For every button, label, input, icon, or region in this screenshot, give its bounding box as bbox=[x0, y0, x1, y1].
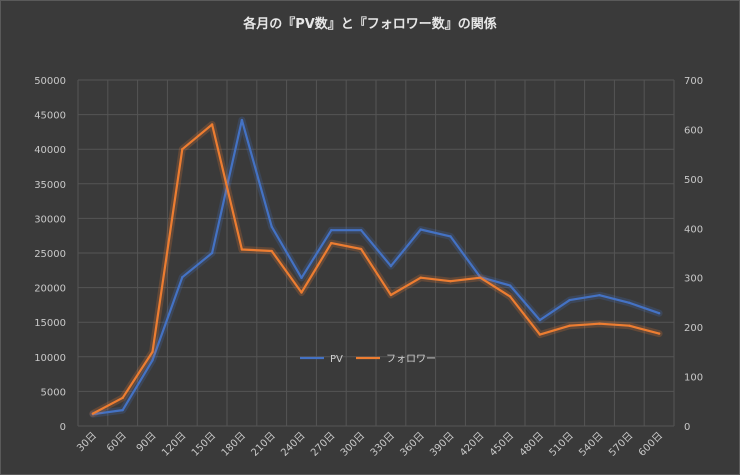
right-tick-label: 500 bbox=[684, 175, 703, 186]
data-point bbox=[657, 332, 661, 335]
left-tick-label: 10000 bbox=[34, 353, 66, 364]
left-tick-label: 20000 bbox=[34, 284, 66, 295]
data-point bbox=[598, 294, 601, 297]
data-point bbox=[657, 312, 661, 315]
right-tick-label: 600 bbox=[684, 125, 703, 136]
data-point bbox=[449, 235, 452, 238]
legend: PV フォロワー bbox=[300, 354, 436, 365]
data-point bbox=[598, 322, 601, 325]
data-point bbox=[300, 291, 303, 294]
data-point bbox=[389, 293, 393, 297]
series-group bbox=[89, 116, 663, 418]
right-tick-label: 0 bbox=[684, 422, 690, 433]
data-point bbox=[181, 276, 184, 279]
data-point bbox=[628, 324, 631, 327]
data-point bbox=[538, 318, 542, 322]
data-point bbox=[628, 301, 631, 305]
data-point bbox=[508, 295, 512, 298]
data-point bbox=[210, 251, 214, 255]
data-point bbox=[449, 279, 452, 283]
right-tick-label: 200 bbox=[684, 323, 703, 334]
data-point bbox=[270, 249, 273, 253]
data-point bbox=[240, 248, 244, 251]
data-point bbox=[568, 298, 571, 302]
left-tick-label: 15000 bbox=[34, 318, 66, 329]
left-tick-label: 30000 bbox=[34, 214, 66, 225]
left-tick-label: 50000 bbox=[34, 76, 66, 87]
right-axis: 0 100 200 300 400 500 600 700 bbox=[684, 76, 703, 433]
data-point bbox=[359, 247, 363, 251]
data-point bbox=[210, 123, 214, 126]
data-point bbox=[240, 118, 244, 122]
left-tick-label: 45000 bbox=[34, 111, 66, 122]
right-tick-label: 700 bbox=[684, 76, 703, 87]
data-point bbox=[330, 228, 333, 232]
data-point bbox=[330, 241, 333, 245]
data-point bbox=[270, 225, 273, 228]
series-line-1 bbox=[91, 118, 661, 416]
series-line-2 bbox=[91, 123, 661, 415]
data-point bbox=[151, 350, 154, 354]
legend-label: フォロワー bbox=[386, 354, 436, 365]
data-point bbox=[538, 333, 542, 336]
data-point bbox=[121, 396, 124, 400]
left-tick-label: 40000 bbox=[34, 145, 66, 156]
legend-label: PV bbox=[330, 354, 343, 365]
data-point bbox=[300, 276, 303, 280]
data-point bbox=[91, 412, 95, 415]
left-tick-label: 25000 bbox=[34, 249, 66, 260]
data-point bbox=[479, 276, 482, 279]
right-tick-label: 400 bbox=[684, 224, 703, 235]
data-point bbox=[181, 148, 184, 151]
data-point bbox=[389, 264, 393, 268]
left-axis: 0 5000 10000 15000 20000 25000 30000 35000 40000… bbox=[34, 76, 66, 433]
data-point bbox=[151, 359, 154, 362]
right-tick-label: 300 bbox=[684, 274, 703, 285]
data-point bbox=[419, 228, 422, 231]
left-tick-label: 0 bbox=[60, 422, 66, 433]
data-point bbox=[359, 228, 363, 232]
left-tick-label: 35000 bbox=[34, 180, 66, 191]
data-point bbox=[568, 324, 571, 327]
right-tick-label: 100 bbox=[684, 373, 703, 384]
chart-title: 各月の『PV数』と『フォロワー数』の関係 bbox=[242, 16, 497, 32]
data-point bbox=[508, 284, 512, 287]
data-point bbox=[121, 408, 124, 412]
data-point bbox=[419, 276, 422, 279]
left-tick-label: 5000 bbox=[41, 387, 66, 398]
